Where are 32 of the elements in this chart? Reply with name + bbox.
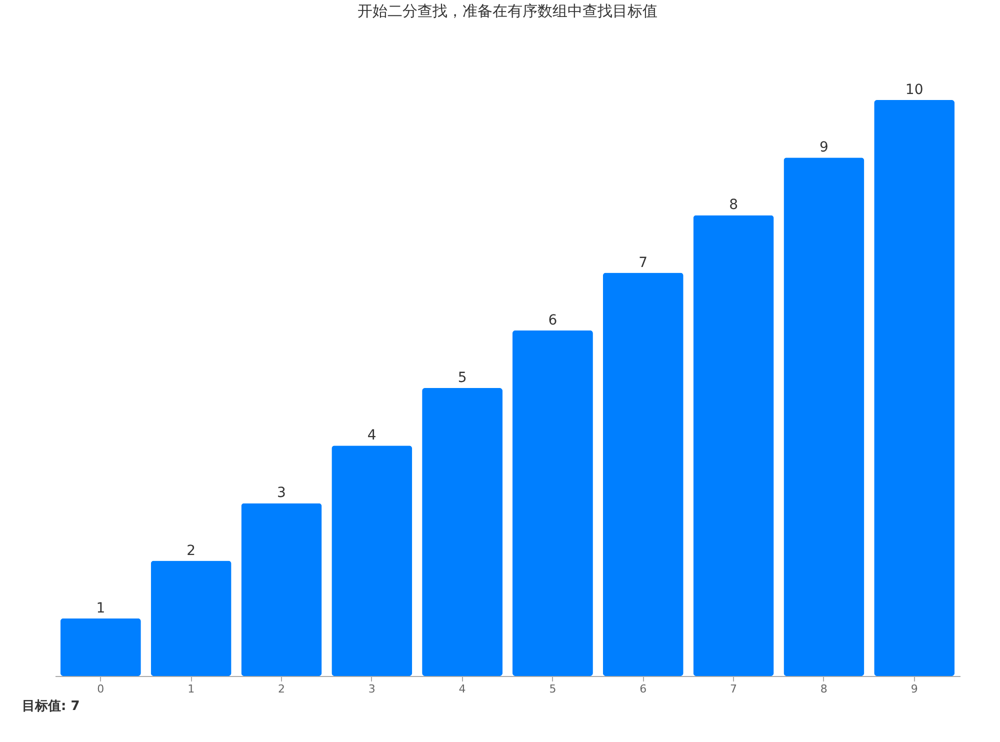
bar (784, 158, 864, 676)
bar (874, 100, 955, 676)
bar (602, 272, 684, 676)
x-tick-label: 9 (910, 682, 918, 696)
data-label: 3 (277, 485, 286, 502)
x-tick-label: 2 (278, 682, 285, 696)
x-tick-label: 3 (368, 682, 376, 696)
bar (422, 388, 503, 676)
data-label: 1 (96, 600, 106, 616)
data-label: 4 (367, 428, 376, 444)
data-label: 6 (548, 312, 558, 328)
chart-title: 开始二分查找，准备在有序数组中查找目标值 (358, 2, 658, 20)
data-label: 10 (905, 82, 924, 98)
x-tick-label: 6 (640, 682, 647, 696)
data-label: 9 (819, 140, 828, 156)
bar (241, 503, 322, 676)
data-label: 2 (186, 542, 196, 559)
bar (332, 446, 412, 676)
text: 目标值: 7 (22, 698, 80, 715)
bar (693, 215, 774, 676)
x-tick-label: 1 (188, 682, 195, 696)
x-tick-label: 4 (458, 682, 466, 696)
bar (512, 330, 593, 676)
data-label: 5 (458, 370, 467, 386)
data-label: 8 (729, 197, 738, 214)
x-tick-label: 5 (549, 682, 556, 696)
x-tick-label: 0 (97, 682, 104, 696)
x-tick-label: 7 (730, 682, 738, 696)
x-tick-label: 8 (820, 682, 828, 696)
bar (60, 618, 141, 676)
data-label: 7 (638, 254, 648, 271)
bar (150, 560, 232, 676)
